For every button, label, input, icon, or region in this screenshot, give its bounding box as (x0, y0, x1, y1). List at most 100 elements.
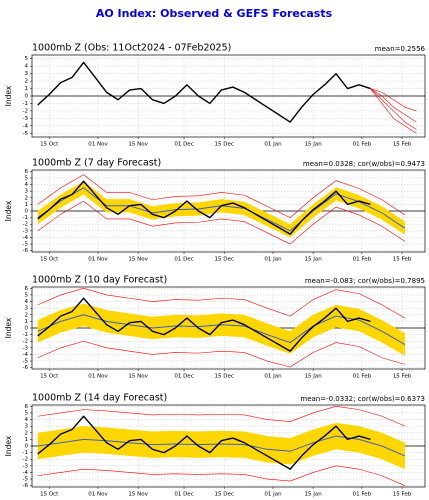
x-tick-label: 01 Nov (88, 492, 108, 498)
series-line (37, 61, 371, 123)
y-tick-label: -2 (23, 457, 28, 463)
y-tick-label: 0 (25, 94, 29, 100)
y-tick-label: 2 (25, 195, 29, 201)
x-tick-label: 15 Feb (393, 374, 412, 380)
x-tick-label: 15 Feb (393, 257, 412, 263)
x-tick-label: 01 Dec (174, 257, 193, 263)
x-tick-label: 01 Nov (88, 257, 108, 263)
x-tick-label: 15 Dec (215, 257, 234, 263)
y-tick-label: -6 (23, 248, 29, 254)
y-tick-label: -1 (23, 332, 28, 338)
series-line (370, 88, 417, 112)
x-tick-label: 15 Dec (215, 142, 234, 148)
panel-annotation: mean=-0.083; cor(w/obs)=0.7895 (305, 277, 425, 285)
x-tick-label: 15 Jan (305, 142, 323, 148)
y-axis-label: Index (4, 200, 13, 221)
x-tick-label: 01 Feb (353, 492, 372, 498)
plot-frame (31, 286, 426, 370)
y-tick-label: 4 (25, 417, 29, 423)
x-tick-label: 15 Jan (305, 257, 323, 263)
x-tick-label: 01 Feb (353, 374, 372, 380)
series-line (370, 88, 417, 123)
x-tick-label: 15 Jan (305, 492, 323, 498)
y-tick-label: 1 (25, 86, 29, 92)
y-tick-label: 0 (25, 326, 29, 332)
panel-annotation: mean=-0.0332; cor(w/obs)=0.6373 (300, 395, 425, 403)
y-tick-label: -2 (23, 339, 28, 345)
y-tick-label: 5 (25, 292, 29, 298)
panel-title: 1000mb Z (14 day Forecast) (32, 393, 167, 404)
x-tick-label: 01 Jan (264, 142, 282, 148)
y-tick-label: 2 (25, 79, 29, 85)
panel-annotation: mean=0.0328; cor(w/obs)=0.9473 (303, 160, 425, 168)
y-tick-label: 6 (25, 404, 29, 410)
y-tick-label: -2 (23, 108, 28, 114)
y-tick-label: 3 (25, 189, 29, 195)
y-tick-label: -3 (23, 463, 29, 469)
y-tick-label: -2 (23, 222, 28, 228)
x-tick-label: 15 Oct (40, 142, 59, 148)
x-tick-label: 01 Jan (264, 374, 282, 380)
panel-title: 1000mb Z (Obs: 11Oct2024 - 07Feb2025) (32, 43, 231, 54)
x-tick-label: 15 Nov (128, 142, 148, 148)
y-tick-label: -1 (23, 450, 28, 456)
x-tick-label: 01 Jan (264, 257, 282, 263)
series-line (370, 88, 417, 130)
y-tick-label: -3 (23, 116, 29, 122)
y-tick-label: -1 (23, 215, 28, 221)
x-tick-label: 01 Nov (88, 374, 108, 380)
series-line (37, 174, 406, 218)
x-tick-label: 15 Feb (393, 142, 412, 148)
plot-frame (31, 54, 426, 138)
y-tick-label: 2 (25, 312, 29, 318)
y-tick-label: -5 (23, 242, 29, 248)
y-axis-label: Index (4, 317, 13, 338)
plot-area (37, 61, 417, 134)
series-line (37, 200, 406, 245)
x-tick-label: 01 Nov (88, 142, 108, 148)
page-title: AO Index: Observed & GEFS Forecasts (96, 7, 333, 20)
y-tick-label: -6 (23, 365, 29, 371)
y-tick-label: -3 (23, 345, 29, 351)
x-tick-label: 15 Dec (215, 492, 234, 498)
y-tick-label: 4 (25, 299, 29, 305)
y-tick-label: -1 (23, 101, 28, 107)
series-line (37, 288, 406, 319)
series-line (370, 88, 417, 134)
x-tick-label: 01 Dec (174, 492, 193, 498)
y-tick-label: 5 (25, 175, 29, 181)
y-tick-label: 3 (25, 306, 29, 312)
y-tick-label: 2 (25, 430, 29, 436)
spread-band (37, 181, 405, 238)
y-tick-label: 0 (25, 444, 29, 450)
y-axis-label: Index (4, 85, 13, 106)
series-line (37, 340, 406, 368)
x-tick-label: 15 Nov (128, 492, 148, 498)
y-tick-label: 6 (25, 169, 29, 175)
panel: 1000mb Z (10 day Forecast) mean=-0.083; c… (4, 275, 426, 380)
x-tick-label: 15 Nov (128, 374, 148, 380)
series-line (37, 435, 406, 457)
y-tick-label: 4 (25, 182, 29, 188)
series-line (37, 406, 406, 427)
series-line (37, 297, 371, 352)
plot-area (37, 288, 406, 368)
panel-annotation: mean=0.2556 (375, 45, 426, 53)
plot-frame (31, 169, 426, 253)
series-line (37, 415, 371, 470)
y-tick-label: -5 (23, 359, 29, 365)
y-tick-label: 4 (25, 64, 29, 70)
plot-area (37, 406, 406, 486)
x-tick-label: 15 Jan (305, 374, 323, 380)
panel: 1000mb Z (14 day Forecast) mean=-0.0332; … (4, 393, 426, 498)
y-tick-label: -5 (23, 131, 29, 137)
panel-title: 1000mb Z (7 day Forecast) (32, 158, 161, 169)
x-tick-label: 15 Dec (215, 374, 234, 380)
x-tick-label: 01 Feb (353, 257, 372, 263)
y-tick-label: -4 (23, 352, 29, 358)
spread-band (37, 422, 405, 470)
y-tick-label: 1 (25, 319, 29, 325)
y-tick-label: 6 (25, 286, 29, 292)
x-tick-label: 01 Dec (174, 374, 193, 380)
